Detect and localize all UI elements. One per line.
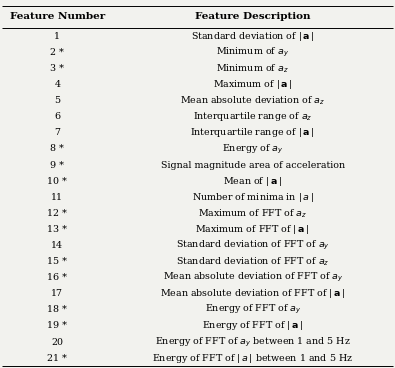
Text: 16 *: 16 * [47, 273, 67, 282]
Text: Energy of FFT of $a_{y}$: Energy of FFT of $a_{y}$ [205, 303, 301, 316]
Text: 20: 20 [51, 337, 63, 347]
Text: 21 *: 21 * [47, 354, 67, 362]
Text: Feature Description: Feature Description [195, 13, 310, 21]
Text: 13 *: 13 * [47, 225, 67, 234]
Text: Maximum of $|\,\mathbf{a}\,|$: Maximum of $|\,\mathbf{a}\,|$ [213, 78, 293, 91]
Text: 5: 5 [54, 96, 60, 105]
Text: 15 *: 15 * [47, 257, 67, 266]
Text: Standard deviation of $|\,\mathbf{a}\,|$: Standard deviation of $|\,\mathbf{a}\,|$ [191, 30, 315, 43]
Text: Mean absolute deviation of FFT of $|\,\mathbf{a}\,|$: Mean absolute deviation of FFT of $|\,\m… [160, 287, 346, 300]
Text: 1: 1 [54, 32, 60, 41]
Text: Mean absolute deviation of FFT of $a_{y}$: Mean absolute deviation of FFT of $a_{y}… [163, 271, 343, 284]
Text: Minimum of $a_{y}$: Minimum of $a_{y}$ [216, 46, 290, 59]
Text: 3 *: 3 * [50, 64, 64, 73]
Text: Energy of FFT of $a_{y}$ between 1 and 5 Hz: Energy of FFT of $a_{y}$ between 1 and 5… [155, 336, 351, 348]
Text: Maximum of FFT of $a_{z}$: Maximum of FFT of $a_{z}$ [198, 207, 307, 220]
Text: 2 *: 2 * [50, 48, 64, 57]
Text: 7: 7 [54, 128, 60, 137]
Text: 19 *: 19 * [47, 321, 67, 330]
Text: 4: 4 [54, 80, 60, 89]
Text: Mean of $|\,\mathbf{a}\,|$: Mean of $|\,\mathbf{a}\,|$ [223, 175, 282, 188]
Text: 17: 17 [51, 289, 63, 298]
Text: Number of minima in $|\,a\,|$: Number of minima in $|\,a\,|$ [192, 191, 314, 204]
Text: Maximum of FFT of $|\,\mathbf{a}\,|$: Maximum of FFT of $|\,\mathbf{a}\,|$ [196, 223, 310, 236]
Text: Standard deviation of FFT of $a_{z}$: Standard deviation of FFT of $a_{z}$ [176, 255, 329, 268]
Text: Mean absolute deviation of $a_{z}$: Mean absolute deviation of $a_{z}$ [180, 95, 325, 107]
Text: 8 *: 8 * [50, 145, 64, 153]
Text: Feature Number: Feature Number [9, 13, 105, 21]
Text: 9 *: 9 * [50, 160, 64, 170]
Text: 12 *: 12 * [47, 209, 67, 218]
Text: 6: 6 [54, 112, 60, 121]
Text: Energy of $a_{y}$: Energy of $a_{y}$ [222, 142, 284, 156]
Text: 18 *: 18 * [47, 305, 67, 314]
Text: Standard deviation of FFT of $a_{y}$: Standard deviation of FFT of $a_{y}$ [176, 239, 330, 252]
Text: Energy of FFT of $|\,a\,|$ between 1 and 5 Hz: Energy of FFT of $|\,a\,|$ between 1 and… [152, 351, 353, 365]
Text: Interquartile range of $|\,\mathbf{a}\,|$: Interquartile range of $|\,\mathbf{a}\,|… [190, 126, 315, 139]
Text: Interquartile range of $a_{z}$: Interquartile range of $a_{z}$ [193, 110, 312, 123]
Text: 10 *: 10 * [47, 177, 67, 186]
Text: 11: 11 [51, 193, 63, 202]
Text: Energy of FFT of $|\,\mathbf{a}\,|$: Energy of FFT of $|\,\mathbf{a}\,|$ [202, 319, 303, 332]
Text: Minimum of $a_{z}$: Minimum of $a_{z}$ [216, 62, 289, 75]
Text: Signal magnitude area of acceleration: Signal magnitude area of acceleration [161, 160, 345, 170]
Text: 14: 14 [51, 241, 63, 250]
